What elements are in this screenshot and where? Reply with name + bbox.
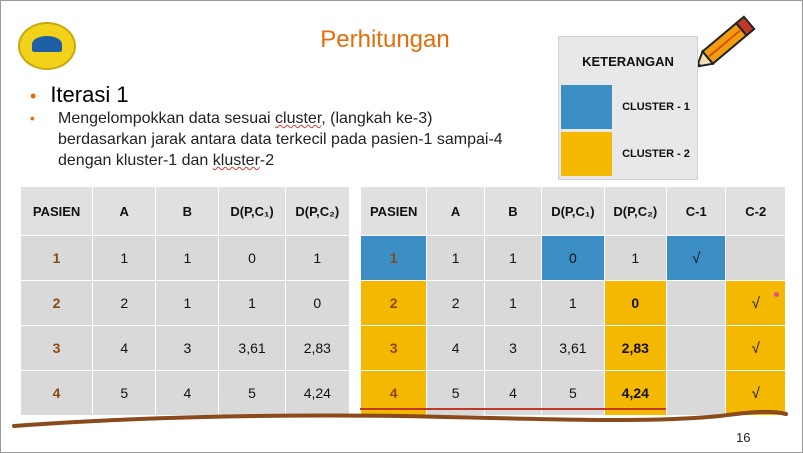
cell-b: 1: [155, 280, 220, 326]
description-cluster-word: cluster: [275, 110, 322, 127]
cell-c2: [725, 235, 786, 281]
cell-pasien: 2: [359, 280, 428, 326]
cell-dpc2: 4,24: [284, 370, 351, 416]
cell-dpc2: 0: [603, 280, 668, 326]
cell-c2-check: √: [725, 370, 786, 416]
cell-c2-check: √: [725, 325, 786, 371]
header-dpc2: D(P,C₂): [284, 186, 351, 236]
distance-table: PASIEN A B D(P,C₁) D(P,C₂) 1 1 1 0 1 2 2…: [19, 186, 351, 416]
cell-c1: [665, 280, 727, 326]
cell-pasien: 4: [19, 370, 94, 416]
legend-heading: KETERANGAN: [582, 53, 674, 69]
hand-drawn-underline: [12, 409, 788, 428]
cell-pasien: 1: [359, 235, 428, 281]
table-row: 1 1 1 0 1 √: [359, 235, 786, 281]
header-a: A: [92, 186, 157, 236]
cell-a: 1: [92, 235, 157, 281]
table-row: 2 2 1 1 0 √: [359, 280, 786, 326]
cell-pasien: 1: [19, 235, 94, 281]
cell-a: 2: [92, 280, 157, 326]
header-c2: C-2: [725, 186, 786, 236]
bullet-iterasi: • Iterasi 1: [30, 82, 129, 108]
table-row: 2 2 1 1 0: [19, 280, 351, 326]
cell-c1: [665, 325, 727, 371]
pencil-icon: [695, 15, 756, 68]
header-pasien: PASIEN: [19, 186, 94, 236]
cluster-assignment-table: PASIEN A B D(P,C₁) D(P,C₂) C-1 C-2 1 1 1…: [359, 186, 786, 416]
header-c1: C-1: [665, 186, 727, 236]
cell-dpc1: 0: [541, 235, 605, 281]
legend-swatch-cluster-2: [561, 132, 612, 176]
page-number: 16: [736, 430, 751, 445]
logo-text-decoration: [28, 56, 68, 62]
cell-b: 1: [155, 235, 220, 281]
cell-a: 4: [92, 325, 157, 371]
cell-b: 1: [483, 235, 543, 281]
cell-dpc2: 0: [284, 280, 351, 326]
table-row: 4 5 4 5 4,24: [19, 370, 351, 416]
header-a: A: [426, 186, 485, 236]
table-row: 4 5 4 5 4,24 √: [359, 370, 786, 416]
cell-b: 1: [483, 280, 543, 326]
cell-dpc1: 0: [218, 235, 286, 281]
cell-b: 4: [155, 370, 220, 416]
bullet-dot-icon: •: [30, 86, 37, 106]
legend-label-cluster-1: CLUSTER - 1: [622, 101, 690, 113]
header-b: B: [483, 186, 543, 236]
header-dpc2: D(P,C₂): [603, 186, 668, 236]
description-part1: Mengelompokkan data sesuai: [58, 110, 276, 127]
description-part3: -2: [259, 152, 275, 169]
table-row: 3 4 3 3,61 2,83 √: [359, 325, 786, 371]
header-dpc1: D(P,C₁): [541, 186, 605, 236]
slide-title: Perhitungan: [320, 26, 450, 53]
cell-pasien: 3: [359, 325, 428, 371]
cell-pasien: 2: [19, 280, 94, 326]
university-logo: [18, 22, 76, 70]
table-row: 1 1 1 0 1: [19, 235, 351, 281]
table-header-row: PASIEN A B D(P,C₁) D(P,C₂) C-1 C-2: [359, 186, 786, 236]
annotation-dot: [774, 292, 779, 297]
header-b: B: [155, 186, 220, 236]
cell-dpc1: 3,61: [541, 325, 605, 371]
cell-dpc2: 2,83: [284, 325, 351, 371]
cell-b: 3: [155, 325, 220, 371]
cell-dpc2: 2,83: [603, 325, 668, 371]
cell-dpc1: 1: [218, 280, 286, 326]
cell-a: 1: [426, 235, 485, 281]
bullet-description: • Mengelompokkan data sesuai cluster, (l…: [30, 108, 520, 171]
legend-box: KETERANGAN CLUSTER - 1 CLUSTER - 2: [558, 36, 698, 180]
description-kluster-word: kluster: [212, 152, 260, 169]
bullet-dot-icon: •: [30, 110, 35, 126]
legend-swatch-cluster-1: [561, 85, 612, 129]
logo-emblem-icon: [32, 36, 62, 52]
bullet-iterasi-text: Iterasi 1: [50, 82, 129, 107]
cell-a: 2: [426, 280, 485, 326]
legend-label-cluster-2: CLUSTER - 2: [622, 148, 690, 160]
cell-dpc1: 1: [541, 280, 605, 326]
description-part2: , (langkah ke-3) berdasarkan jarak antar…: [58, 110, 503, 169]
cell-c1: [665, 370, 727, 416]
cell-pasien: 3: [19, 325, 94, 371]
cell-dpc1: 5: [218, 370, 286, 416]
cell-c2-check: √: [725, 280, 786, 326]
cell-a: 4: [426, 325, 485, 371]
header-dpc1: D(P,C₁): [218, 186, 286, 236]
table-header-row: PASIEN A B D(P,C₁) D(P,C₂): [19, 186, 351, 236]
cell-dpc1: 3,61: [218, 325, 286, 371]
table-row: 3 4 3 3,61 2,83: [19, 325, 351, 371]
cell-dpc2: 1: [603, 235, 668, 281]
annotation-underline: [360, 408, 666, 410]
cell-dpc2: 1: [284, 235, 351, 281]
cell-b: 3: [483, 325, 543, 371]
cell-c1-check: √: [665, 235, 727, 281]
cell-a: 5: [92, 370, 157, 416]
header-pasien: PASIEN: [359, 186, 428, 236]
bullet-description-text: Mengelompokkan data sesuai cluster, (lan…: [58, 108, 520, 171]
